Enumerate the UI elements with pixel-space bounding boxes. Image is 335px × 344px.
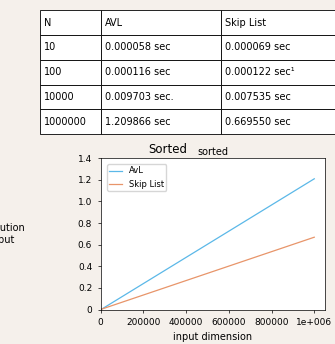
Text: 0.000122 sec¹: 0.000122 sec¹ [225, 67, 295, 77]
Skip List [98, 308, 103, 312]
Text: 0.669550 sec: 0.669550 sec [225, 117, 291, 127]
Text: 0.000058 sec: 0.000058 sec [105, 42, 170, 53]
Bar [40, 10, 100, 35]
Text: Skip List: Skip List [225, 18, 266, 28]
Bar [221, 10, 335, 35]
AvL [98, 308, 103, 312]
Text: AVL: AVL [105, 18, 123, 28]
Bar [221, 35, 335, 60]
Bar [40, 109, 100, 134]
Bar [40, 35, 100, 60]
Line: AvL: AvL [100, 179, 314, 310]
Text: 1.209866 sec: 1.209866 sec [105, 117, 170, 127]
Text: 0.000069 sec: 0.000069 sec [225, 42, 291, 53]
Skip List [100, 307, 105, 311]
Skip List [312, 235, 316, 239]
Title: sorted: sorted [197, 148, 228, 158]
Bar [100, 85, 221, 109]
Text: 0.007535 sec: 0.007535 sec [225, 92, 291, 102]
Bar [100, 35, 221, 60]
Text: N: N [44, 18, 52, 28]
Bar [40, 60, 100, 85]
Text: Sorted: Sorted [148, 143, 187, 156]
Bar [100, 10, 221, 35]
AvL [100, 307, 105, 311]
Skip List [98, 308, 103, 312]
Bar [221, 85, 335, 109]
Bar [40, 85, 100, 109]
Bar [100, 60, 221, 85]
Legend: AvL, Skip List: AvL, Skip List [107, 164, 166, 191]
Bar [221, 109, 335, 134]
Skip List [98, 308, 103, 312]
Y-axis label: execution
input: execution input [0, 223, 25, 245]
AvL [98, 308, 103, 312]
Text: 10: 10 [44, 42, 57, 53]
AvL [98, 308, 103, 312]
Line: Skip List: Skip List [100, 237, 314, 310]
Text: 0.009703 sec.: 0.009703 sec. [105, 92, 173, 102]
Bar [100, 109, 221, 134]
AvL [312, 177, 316, 181]
Text: 10000: 10000 [44, 92, 75, 102]
Bar [221, 60, 335, 85]
Text: 0.000116 sec: 0.000116 sec [105, 67, 170, 77]
Text: 100: 100 [44, 67, 63, 77]
X-axis label: input dimension: input dimension [173, 333, 252, 343]
Text: 1000000: 1000000 [44, 117, 87, 127]
